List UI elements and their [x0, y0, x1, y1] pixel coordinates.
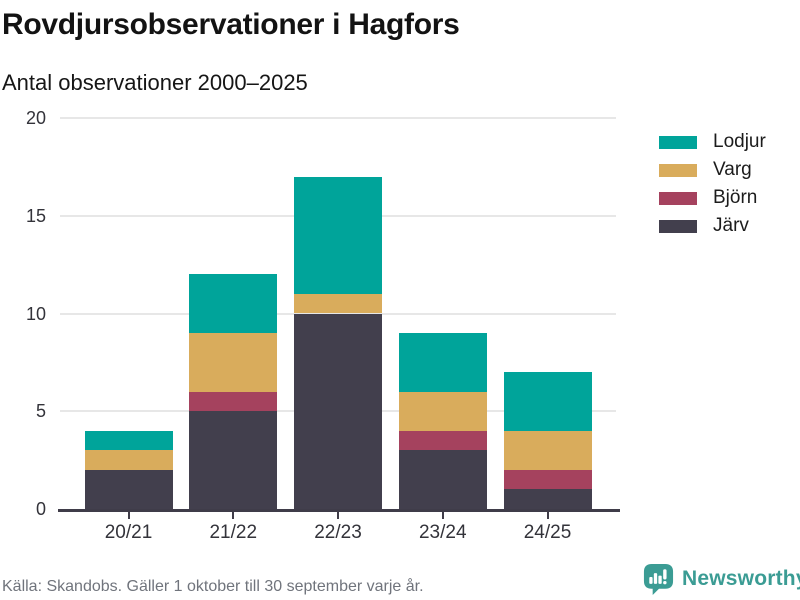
bar-segment-21-22-björn [189, 391, 278, 412]
legend-swatch-varg [659, 163, 697, 177]
x-tick-mark-23-24 [441, 512, 444, 519]
newsworthy-wordmark: Newsworthy [682, 567, 800, 590]
bar-segment-22-23-varg [294, 293, 382, 314]
legend-swatch-järv [659, 219, 697, 233]
legend-item-varg: Varg [659, 156, 766, 184]
legend-swatch-lodjur [659, 135, 697, 149]
legend-label-lodjur: Lodjur [713, 131, 766, 152]
legend: Lodjur Varg Björn Järv [659, 128, 766, 240]
x-tick-mark-20-21 [127, 512, 130, 519]
bar-segment-22-23-lodjur [294, 176, 382, 294]
bar-segment-21-22-varg [189, 333, 278, 392]
bar-segment-20-21-varg [84, 450, 173, 470]
x-tick-label-23-24: 23/24 [418, 522, 467, 543]
y-tick-label-15: 15 [25, 205, 46, 226]
chart-title: Rovdjursobservationer i Hagfors [2, 8, 460, 41]
legend-item-järv: Järv [659, 212, 766, 240]
y-tick-label-0: 0 [35, 499, 46, 519]
x-axis-line [58, 509, 620, 512]
legend-label-björn: Björn [713, 187, 758, 208]
x-tick-mark-21-22 [232, 512, 235, 519]
x-tick-mark-24-25 [546, 512, 549, 519]
legend-item-björn: Björn [659, 184, 766, 212]
newsworthy-logo: Newsworthy [642, 562, 800, 596]
x-tick-mark-22-23 [337, 512, 339, 519]
chart-subtitle: Antal observationer 2000–2025 [2, 70, 308, 95]
legend-item-lodjur: Lodjur [659, 128, 766, 156]
bar-segment-24-25-björn [503, 469, 592, 490]
legend-swatch-björn [659, 191, 697, 205]
bar-segment-22-23-järv [294, 313, 382, 509]
legend-label-varg: Varg [713, 159, 752, 180]
source-note: Källa: Skandobs. Gäller 1 oktober till 3… [2, 578, 424, 595]
bar-segment-23-24-lodjur [398, 333, 487, 392]
x-tick-label-21-22: 21/22 [209, 522, 258, 543]
bar-segment-24-25-lodjur [503, 372, 592, 431]
legend-label-järv: Järv [713, 215, 749, 236]
bar-segment-24-25-varg [503, 430, 592, 470]
x-tick-label-20-21: 20/21 [104, 522, 153, 543]
bar-segment-21-22-lodjur [189, 274, 278, 334]
y-tick-label-5: 5 [35, 401, 46, 422]
bar-segment-20-21-lodjur [84, 430, 173, 451]
y-tick-label-20: 20 [25, 108, 46, 128]
bar-segment-23-24-björn [398, 430, 487, 451]
bar-segment-20-21-järv [84, 469, 173, 509]
newsworthy-icon [643, 563, 674, 596]
x-tick-label-22-23: 22/23 [314, 522, 362, 543]
bar-segment-23-24-varg [398, 391, 487, 431]
gridline-20 [60, 117, 616, 119]
bar-segment-23-24-järv [398, 450, 487, 509]
x-tick-label-24-25: 24/25 [523, 522, 572, 543]
bar-segment-24-25-järv [503, 489, 592, 509]
y-tick-label-10: 10 [25, 303, 46, 324]
bar-segment-21-22-järv [189, 411, 278, 509]
